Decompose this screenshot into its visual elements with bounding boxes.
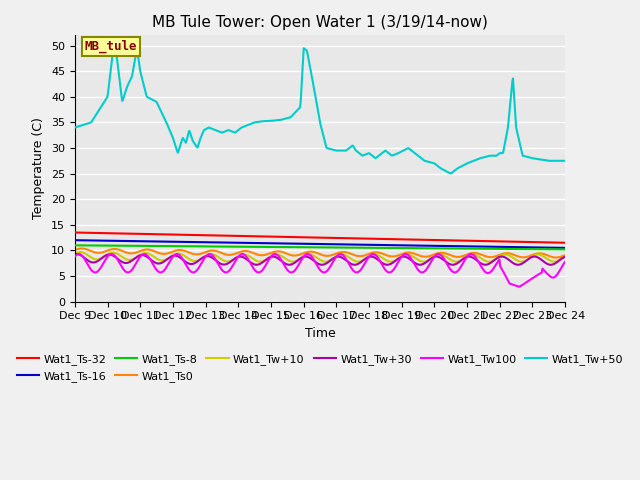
Wat1_Tw+50 [444, 169, 451, 175]
Wat1_Tw100 [384, 269, 392, 275]
Wat1_Tw+30 [495, 254, 502, 260]
Wat1_Tw+50 [384, 150, 392, 156]
Wat1_Ts-16 [561, 245, 569, 251]
Wat1_Tw+10 [257, 259, 264, 264]
Wat1_Ts-32 [369, 236, 376, 241]
Line: Wat1_Ts-8: Wat1_Ts-8 [75, 245, 565, 250]
Wat1_Tw+30 [481, 262, 489, 268]
Line: Wat1_Ts-32: Wat1_Ts-32 [75, 232, 565, 243]
Wat1_Ts-16 [101, 238, 109, 243]
Wat1_Tw100 [71, 254, 79, 260]
Wat1_Ts0 [369, 250, 377, 255]
Wat1_Tw+10 [385, 258, 392, 264]
Title: MB Tule Tower: Open Water 1 (3/19/14-now): MB Tule Tower: Open Water 1 (3/19/14-now… [152, 15, 488, 30]
Legend: Wat1_Ts-32, Wat1_Ts-16, Wat1_Ts-8, Wat1_Ts0, Wat1_Tw+10, Wat1_Tw+30, Wat1_Tw100,: Wat1_Ts-32, Wat1_Ts-16, Wat1_Ts-8, Wat1_… [12, 350, 628, 386]
Wat1_Ts-8 [71, 242, 79, 248]
Wat1_Tw100 [369, 251, 377, 257]
Wat1_Ts-16 [493, 244, 501, 250]
Wat1_Tw+50 [300, 45, 308, 51]
Wat1_Tw+50 [71, 125, 79, 131]
Wat1_Ts-8 [443, 246, 451, 252]
Wat1_Tw100 [494, 259, 502, 265]
Wat1_Ts-32 [356, 236, 364, 241]
Wat1_Ts-8 [101, 243, 109, 249]
Wat1_Tw+30 [102, 253, 109, 259]
Wat1_Tw+50 [561, 158, 569, 164]
Wat1_Tw+10 [357, 258, 365, 264]
Wat1_Tw+30 [73, 251, 81, 257]
Wat1_Ts-32 [561, 240, 569, 246]
Text: MB_tule: MB_tule [84, 40, 137, 53]
Wat1_Ts0 [78, 246, 86, 252]
Line: Wat1_Tw+50: Wat1_Tw+50 [75, 48, 565, 173]
Wat1_Tw+30 [561, 254, 569, 260]
Wat1_Tw100 [444, 262, 451, 267]
Wat1_Tw100 [515, 284, 523, 289]
Wat1_Tw+50 [369, 154, 377, 159]
Wat1_Ts0 [444, 251, 451, 257]
Wat1_Ts-16 [383, 242, 391, 248]
Wat1_Tw+30 [356, 260, 364, 265]
Wat1_Tw100 [369, 251, 376, 257]
Wat1_Tw+10 [370, 252, 378, 257]
Wat1_Ts0 [102, 249, 109, 254]
Wat1_Ts-8 [356, 245, 364, 251]
Wat1_Tw+30 [369, 254, 377, 260]
Wat1_Ts0 [552, 255, 560, 261]
Wat1_Tw100 [356, 268, 364, 274]
Wat1_Ts-32 [383, 236, 391, 242]
Wat1_Ts-8 [561, 247, 569, 252]
Wat1_Ts0 [384, 253, 392, 259]
Wat1_Tw100 [101, 258, 109, 264]
Wat1_Ts-32 [101, 230, 109, 236]
Line: Wat1_Tw+10: Wat1_Tw+10 [75, 252, 565, 262]
Wat1_Tw+10 [444, 255, 452, 261]
Wat1_Ts-8 [369, 245, 376, 251]
Wat1_Tw+10 [77, 249, 84, 255]
Wat1_Tw+50 [356, 151, 364, 157]
Y-axis label: Temperature (C): Temperature (C) [33, 118, 45, 219]
Wat1_Tw+30 [384, 262, 392, 268]
Line: Wat1_Ts-16: Wat1_Ts-16 [75, 240, 565, 248]
Wat1_Ts-8 [493, 246, 501, 252]
Wat1_Ts0 [356, 253, 364, 259]
Wat1_Tw+30 [71, 252, 79, 257]
Wat1_Tw+50 [101, 98, 109, 104]
Line: Wat1_Ts0: Wat1_Ts0 [75, 249, 565, 258]
Wat1_Ts0 [561, 252, 569, 258]
Wat1_Ts-32 [493, 239, 501, 244]
Wat1_Tw+10 [102, 253, 109, 259]
Wat1_Tw+50 [495, 151, 502, 157]
Wat1_Ts-8 [383, 245, 391, 251]
Wat1_Ts-16 [71, 237, 79, 243]
Wat1_Ts-32 [71, 229, 79, 235]
Wat1_Ts0 [494, 252, 502, 258]
Wat1_Ts-16 [443, 243, 451, 249]
Wat1_Tw+10 [71, 251, 79, 257]
Wat1_Tw+50 [447, 170, 454, 176]
Line: Wat1_Tw100: Wat1_Tw100 [75, 254, 565, 287]
Wat1_Ts-16 [369, 242, 376, 248]
Wat1_Ts0 [71, 247, 79, 253]
X-axis label: Time: Time [305, 327, 335, 340]
Wat1_Tw+30 [444, 260, 451, 265]
Line: Wat1_Tw+30: Wat1_Tw+30 [75, 254, 565, 265]
Wat1_Tw+10 [561, 253, 569, 259]
Wat1_Ts-16 [356, 242, 364, 248]
Wat1_Ts-32 [443, 238, 451, 243]
Wat1_Tw100 [561, 259, 569, 264]
Wat1_Tw+10 [495, 254, 502, 260]
